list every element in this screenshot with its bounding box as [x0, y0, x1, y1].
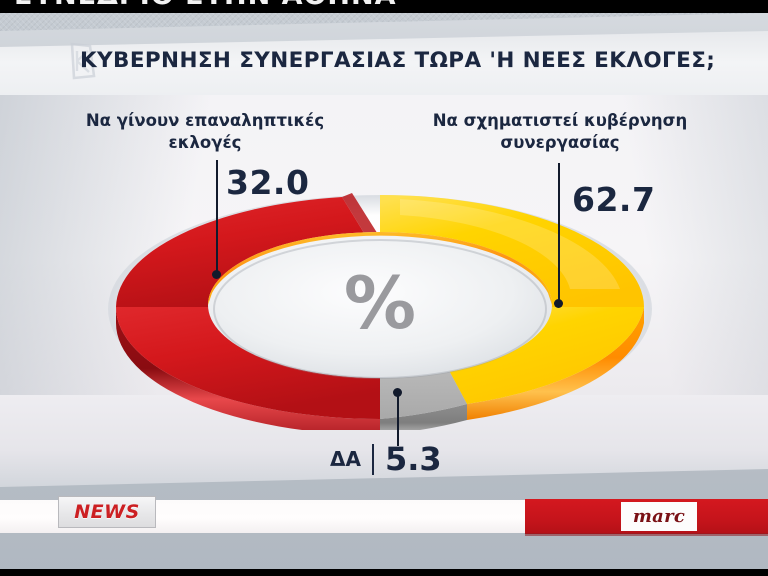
- news-badge-label: NEWS: [74, 501, 140, 523]
- leader-line-right: [558, 163, 560, 303]
- news-badge: NEWS: [58, 496, 156, 528]
- value-left-option: 32.0: [226, 163, 310, 202]
- value-bottom-option: 5.3: [384, 440, 442, 478]
- value-right-option: 62.7: [572, 180, 656, 219]
- bottom-separator: [371, 443, 374, 475]
- leader-line-left: [216, 160, 218, 274]
- percent-symbol: %: [344, 261, 416, 345]
- channel-logo-icon: [70, 42, 96, 80]
- pollster-label: marc: [632, 506, 686, 527]
- top-letterbox: ΣΥΝΕΔΡΙΟ ΣΤΗΝ ΑΘΗΝΑ: [0, 0, 768, 13]
- label-right-option: Να σχηματιστεί κυβέρνηση συνεργασίας: [432, 111, 688, 152]
- donut-chart-svg: %: [116, 193, 644, 430]
- pollster-bar-underline: [525, 533, 768, 536]
- bottom-option-group: ΔΑ 5.3: [330, 440, 442, 478]
- page-title: ΚΥΒΕΡΝΗΣΗ ΣΥΝΕΡΓΑΣΙΑΣ ΤΩΡΑ 'Η ΝΕΕΣ ΕΚΛΟΓ…: [80, 48, 716, 73]
- bottom-letterbox: [0, 569, 768, 576]
- clipped-previous-headline: ΣΥΝΕΔΡΙΟ ΣΤΗΝ ΑΘΗΝΑ: [14, 0, 397, 11]
- label-left-option: Να γίνουν επαναληπτικές εκλογές: [85, 111, 325, 152]
- donut-chart: %: [100, 185, 660, 430]
- pollster-logo: marc: [621, 502, 697, 531]
- label-bottom-option: ΔΑ: [330, 447, 361, 471]
- leader-dot-bottom: [393, 388, 402, 397]
- leader-dot-left: [212, 270, 221, 279]
- leader-line-bottom: [397, 392, 399, 446]
- leader-dot-right: [554, 299, 563, 308]
